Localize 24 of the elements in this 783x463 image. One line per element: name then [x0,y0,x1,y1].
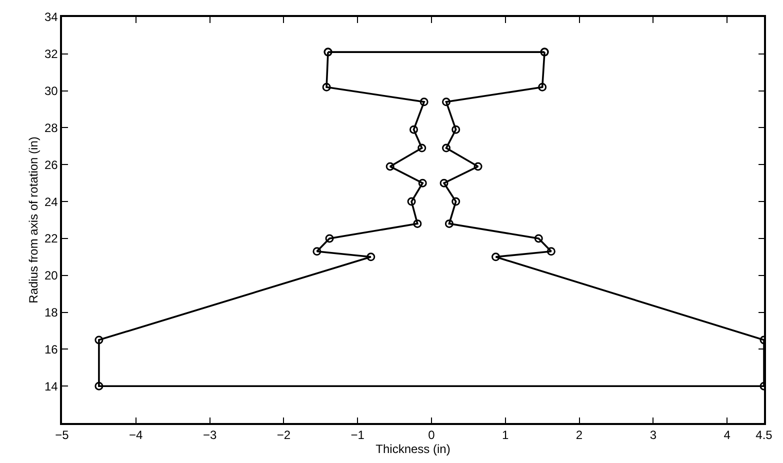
y-tick-label: 16 [44,342,58,356]
x-axis-title: Thickness (in) [376,442,450,456]
x-tick-label: −4 [129,428,144,442]
y-tick-label: 34 [44,10,58,24]
y-tick-label: 22 [44,232,58,246]
x-tick-label: 0 [428,428,436,442]
x-tick-label: −1 [350,428,365,442]
y-axis-title: Radius from axis of rotation (in) [26,136,40,304]
x-tick-label: −3 [202,428,217,442]
y-tick-label: 14 [44,379,58,394]
y-tick-label: 32 [44,47,58,62]
y-tick-label: 26 [44,158,58,172]
x-tick-label: −5 [55,428,70,442]
y-tick-label: 28 [44,120,58,135]
x-tick-label: 3 [650,428,657,442]
y-tick-label: 30 [44,84,58,98]
x-tick-label: 4 [724,428,731,442]
y-tick-label: 18 [44,305,58,320]
x-tick-label: 2 [576,428,583,442]
y-tick-label: 20 [44,268,58,283]
x-tick-label: 1 [502,428,510,442]
x-tick-label: −2 [276,428,291,442]
y-tick-label: 24 [44,194,58,209]
x-tick-label: 4.5 [756,428,773,442]
